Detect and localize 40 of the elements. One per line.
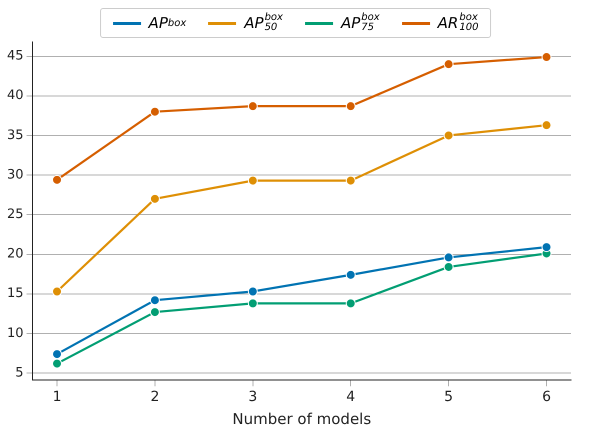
point (346, 298, 356, 308)
x-tick-label: 2 (150, 389, 160, 406)
point (346, 270, 356, 280)
y-tick-label: 30 (6, 167, 24, 182)
point (150, 194, 160, 204)
x-tick-label: 5 (444, 389, 454, 406)
y-tick-label: 25 (6, 207, 24, 222)
y-tick-label: 20 (6, 246, 24, 262)
point (150, 307, 160, 318)
point (542, 52, 552, 62)
x-axis-title: Number of models (232, 410, 372, 428)
point (52, 174, 62, 185)
point (444, 59, 454, 70)
x-tick-label: 6 (542, 389, 552, 406)
x-tick-label: 4 (346, 389, 356, 406)
y-tick-label: 40 (6, 88, 24, 104)
y-tick-label: 35 (6, 128, 24, 143)
y-tick-label: 15 (6, 286, 24, 302)
y-tick-label: 45 (6, 48, 24, 64)
point (52, 358, 62, 369)
x-tick-label: 3 (248, 389, 258, 406)
point (248, 176, 258, 186)
x-tick-label: 1 (52, 389, 62, 406)
y-tick-label: 10 (6, 326, 24, 341)
point (346, 176, 356, 186)
point (150, 106, 160, 117)
point (248, 298, 258, 308)
point (444, 252, 454, 262)
point (444, 262, 454, 272)
point (346, 101, 356, 112)
y-tick-label: 5 (15, 365, 24, 380)
point (248, 101, 258, 112)
point (52, 349, 62, 360)
point (248, 286, 258, 296)
legend-label: AP$^{box}$ (148, 14, 186, 32)
point (150, 295, 160, 306)
point (542, 242, 552, 252)
point (444, 130, 454, 140)
point (542, 120, 552, 130)
point (52, 286, 62, 296)
